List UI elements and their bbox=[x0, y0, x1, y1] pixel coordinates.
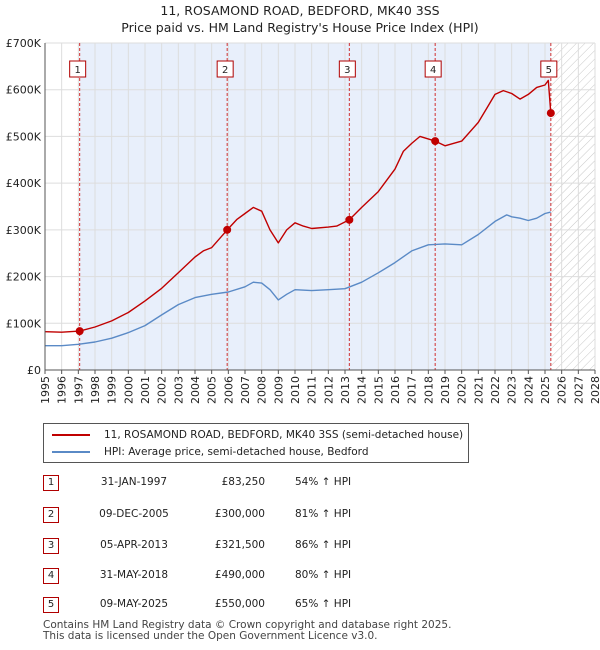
sale-hpi-change: 54% ↑ HPI bbox=[295, 476, 352, 488]
sale-badge-box bbox=[424, 60, 442, 78]
x-tick-label: 2027 bbox=[572, 376, 585, 404]
sale-date: 09-MAY-2025 bbox=[99, 598, 169, 610]
y-tick-label: £500K bbox=[6, 130, 42, 143]
sale-date: 31-JAN-1997 bbox=[100, 476, 168, 488]
price-chart: 1 2 3 4 5 £0 £100K £200K £300K £400K £500K £600K £7… bbox=[6, 37, 600, 404]
x-tick-label: 2026 bbox=[556, 376, 569, 404]
x-tick-label: 2002 bbox=[156, 376, 169, 404]
x-tick-label: 2018 bbox=[422, 376, 435, 404]
x-tick-label: 2008 bbox=[256, 376, 269, 404]
ownership-shading bbox=[79, 43, 551, 370]
sale-row: 1 31-JAN-1997 £83,250 54% ↑ HPI bbox=[43, 474, 563, 491]
footer-attribution: Contains HM Land Registry data © Crown c… bbox=[43, 620, 451, 642]
legend-item-hpi: HPI: Average price, semi-detached house,… bbox=[52, 444, 368, 460]
y-tick-label: £300K bbox=[6, 224, 42, 237]
x-tick-label: 2015 bbox=[372, 376, 385, 404]
x-tick-label: 2009 bbox=[272, 376, 285, 404]
x-tick-label: 2011 bbox=[306, 376, 319, 404]
legend-swatch-hpi bbox=[52, 451, 90, 453]
x-tick-label: 2013 bbox=[339, 376, 352, 404]
x-tick-label: 1998 bbox=[89, 376, 102, 404]
sale-hpi-change: 80% ↑ HPI bbox=[295, 569, 352, 581]
hpi-line bbox=[45, 211, 551, 347]
x-tick-label: 2017 bbox=[406, 376, 419, 404]
x-tick-label: 2000 bbox=[122, 376, 135, 404]
sale-number-badge: 4 bbox=[43, 568, 59, 584]
sale-badge-number: 5 bbox=[546, 65, 552, 76]
y-tick-label: £0 bbox=[27, 364, 41, 377]
sale-price: £300,000 bbox=[214, 508, 265, 520]
sale-row: 4 31-MAY-2018 £490,000 80% ↑ HPI bbox=[43, 567, 563, 584]
legend-item-property: 11, ROSAMOND ROAD, BEDFORD, MK40 3SS (se… bbox=[52, 427, 463, 443]
x-tick-label: 2003 bbox=[172, 376, 185, 404]
sale-point bbox=[345, 215, 354, 224]
sale-number-badge: 2 bbox=[43, 507, 59, 523]
x-tick-label: 2005 bbox=[206, 376, 219, 404]
x-tick-label: 2001 bbox=[139, 376, 152, 404]
x-tick-label: 2010 bbox=[289, 376, 302, 404]
x-tick-label: 2025 bbox=[539, 376, 552, 404]
sale-price: £490,000 bbox=[214, 569, 265, 581]
sale-badge-box bbox=[338, 60, 356, 78]
x-tick-label: 2023 bbox=[506, 376, 519, 404]
x-tick-label: 2019 bbox=[439, 376, 452, 404]
sale-badge-number: 4 bbox=[430, 65, 436, 76]
sale-number-badge: 3 bbox=[43, 538, 59, 554]
x-tick-label: 2016 bbox=[389, 376, 402, 404]
y-tick-label: £600K bbox=[6, 84, 42, 97]
sale-date: 31-MAY-2018 bbox=[99, 569, 169, 581]
y-tick-label: £700K bbox=[6, 37, 42, 50]
x-tick-label: 2022 bbox=[489, 376, 502, 404]
footer-copyright: Contains HM Land Registry data © Crown c… bbox=[43, 619, 452, 631]
sale-date: 09-DEC-2005 bbox=[99, 508, 169, 520]
x-tick-label: 2006 bbox=[222, 376, 235, 404]
chart-subtitle: Price paid vs. HM Land Registry's House … bbox=[121, 20, 479, 35]
x-tick-label: 1997 bbox=[72, 376, 85, 404]
sale-badge-number: 3 bbox=[344, 65, 350, 76]
sale-point bbox=[431, 137, 440, 146]
y-tick-label: £400K bbox=[6, 177, 42, 190]
sale-row: 3 05-APR-2013 £321,500 86% ↑ HPI bbox=[43, 537, 563, 554]
x-tick-label: 2004 bbox=[189, 376, 202, 404]
chart-title: 11, ROSAMOND ROAD, BEDFORD, MK40 3SS bbox=[160, 3, 440, 18]
x-tick-label: 2028 bbox=[589, 376, 600, 404]
sale-hpi-change: 65% ↑ HPI bbox=[295, 598, 352, 610]
sale-hpi-change: 86% ↑ HPI bbox=[295, 539, 352, 551]
sale-price: £321,500 bbox=[214, 539, 265, 551]
sale-number-badge: 5 bbox=[43, 597, 59, 613]
x-tick-label: 1996 bbox=[56, 376, 69, 404]
sale-badge-box bbox=[69, 60, 87, 78]
legend-swatch-property bbox=[52, 434, 90, 436]
sale-point bbox=[223, 225, 232, 234]
x-tick-label: 1995 bbox=[39, 376, 52, 404]
x-tick-label: 2014 bbox=[356, 376, 369, 404]
y-tick-label: £200K bbox=[6, 271, 42, 284]
x-tick-label: 1999 bbox=[106, 376, 119, 404]
price-paid-line bbox=[44, 79, 552, 333]
x-tick-label: 2024 bbox=[522, 376, 535, 404]
x-tick-label: 2012 bbox=[322, 376, 335, 404]
sale-badge-number: 2 bbox=[222, 65, 228, 76]
x-tick-label: 2021 bbox=[472, 376, 485, 404]
sale-date: 05-APR-2013 bbox=[100, 539, 168, 551]
sale-badge-box bbox=[216, 60, 234, 78]
sale-hpi-change: 81% ↑ HPI bbox=[295, 508, 352, 520]
sale-price: £550,000 bbox=[214, 598, 265, 610]
sale-badge-number: 1 bbox=[74, 65, 80, 76]
sale-badge-box bbox=[540, 60, 558, 78]
sale-row: 5 09-MAY-2025 £550,000 65% ↑ HPI bbox=[43, 596, 563, 613]
sale-price: £83,250 bbox=[221, 476, 265, 488]
x-tick-label: 2007 bbox=[239, 376, 252, 404]
sale-number-badge: 1 bbox=[43, 475, 59, 491]
legend-label-hpi: HPI: Average price, semi-detached house,… bbox=[104, 446, 369, 458]
footer-licence: This data is licensed under the Open Gov… bbox=[43, 630, 378, 642]
x-tick-label: 2020 bbox=[456, 376, 469, 404]
future-hatch-region bbox=[551, 43, 595, 370]
chart-legend: 11, ROSAMOND ROAD, BEDFORD, MK40 3SS (se… bbox=[43, 423, 469, 463]
sale-point bbox=[75, 327, 84, 336]
y-tick-label: £100K bbox=[6, 317, 42, 330]
sale-row: 2 09-DEC-2005 £300,000 81% ↑ HPI bbox=[43, 506, 563, 523]
legend-label-property: 11, ROSAMOND ROAD, BEDFORD, MK40 3SS (se… bbox=[104, 429, 464, 441]
sale-point bbox=[546, 109, 555, 118]
